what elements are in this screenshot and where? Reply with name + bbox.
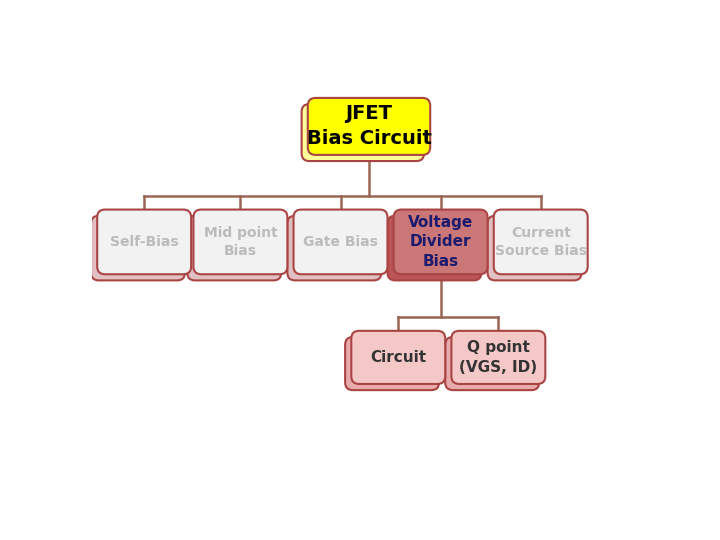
FancyBboxPatch shape (345, 337, 439, 390)
FancyBboxPatch shape (494, 210, 588, 274)
FancyBboxPatch shape (294, 210, 387, 274)
Text: Gate Bias: Gate Bias (303, 235, 378, 249)
Text: Q point
(VGS, ID): Q point (VGS, ID) (459, 340, 537, 375)
FancyBboxPatch shape (287, 215, 382, 280)
Text: JFET
Bias Circuit: JFET Bias Circuit (307, 104, 431, 148)
FancyBboxPatch shape (451, 331, 545, 384)
Text: Current
Source Bias: Current Source Bias (495, 226, 587, 258)
FancyBboxPatch shape (307, 98, 431, 155)
Text: Mid point
Bias: Mid point Bias (204, 226, 277, 258)
Text: Self-Bias: Self-Bias (110, 235, 179, 249)
FancyBboxPatch shape (194, 210, 287, 274)
FancyBboxPatch shape (445, 337, 539, 390)
Text: Circuit: Circuit (370, 350, 426, 365)
Text: Voltage
Divider
Bias: Voltage Divider Bias (408, 214, 473, 269)
FancyBboxPatch shape (351, 331, 445, 384)
FancyBboxPatch shape (97, 210, 191, 274)
FancyBboxPatch shape (394, 210, 487, 274)
FancyBboxPatch shape (187, 215, 282, 280)
FancyBboxPatch shape (91, 215, 185, 280)
FancyBboxPatch shape (487, 215, 582, 280)
FancyBboxPatch shape (302, 104, 424, 161)
FancyBboxPatch shape (387, 215, 482, 280)
